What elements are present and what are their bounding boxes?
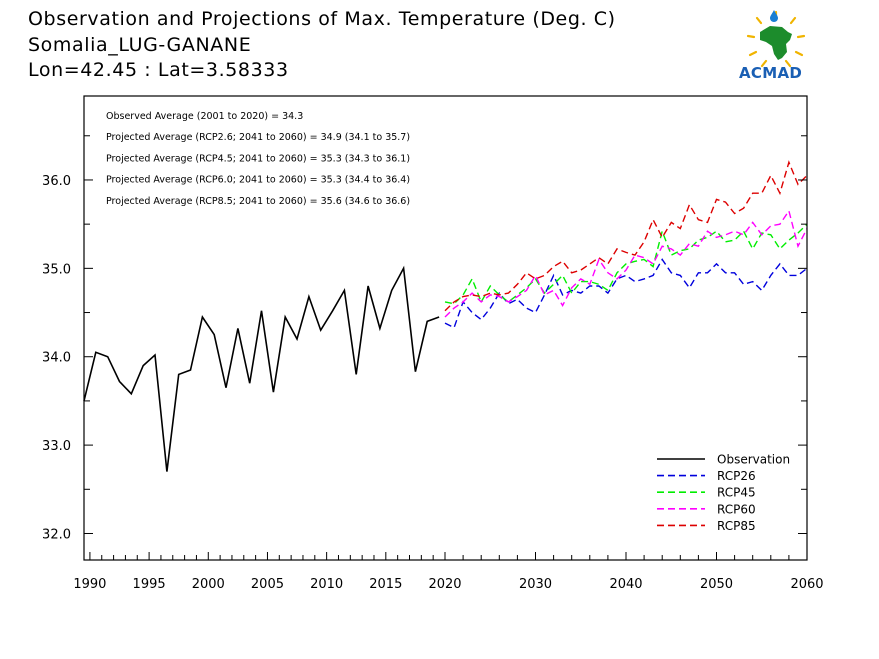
- chart-axes: 32.0 33.0 34.0 35.0 36.0 1990 1995 2000 2005 2010…: [42, 95, 824, 592]
- chart-title: Observation and Projections of Max. Temp…: [28, 8, 616, 30]
- legend-label: RCP85: [717, 519, 756, 533]
- y-tick-label: 34.0: [42, 351, 71, 366]
- x-tick-label: 2040: [609, 577, 642, 592]
- x-tick-label: 2015: [369, 577, 402, 592]
- station-name: Somalia_LUG-GANANE: [28, 34, 252, 56]
- annotation-text: Projected Average (RCP8.5; 2041 to 2060)…: [106, 196, 410, 207]
- chart-legend: Observation RCP26 RCP45 RCP60 RCP85: [657, 453, 790, 533]
- y-tick-label: 33.0: [42, 439, 71, 454]
- legend-label: RCP60: [717, 502, 756, 516]
- x-tick-label: 1995: [133, 577, 166, 592]
- x-tick-label: 2050: [700, 577, 733, 592]
- annotation-text: Projected Average (RCP6.0; 2041 to 2060)…: [106, 175, 410, 186]
- annotation-text: Observed Average (2001 to 2020) = 34.3: [106, 111, 303, 122]
- x-tick-label: 2005: [251, 577, 284, 592]
- x-tick-label: 2000: [192, 577, 225, 592]
- legend-label: RCP26: [717, 469, 756, 483]
- series-line-observation: [83, 265, 440, 472]
- series-line-rcp85: [444, 160, 808, 312]
- annotation-text: Projected Average (RCP4.5; 2041 to 2060)…: [106, 153, 410, 164]
- acmad-logo: ACMAD: [736, 8, 816, 84]
- logo-text: ACMAD: [739, 64, 803, 82]
- legend-label: Observation: [717, 453, 790, 467]
- plot-frame: [83, 95, 808, 561]
- x-tick-label: 2030: [519, 577, 552, 592]
- annotation-text: Projected Average (RCP2.6; 2041 to 2060)…: [106, 132, 410, 143]
- africa-map-icon: [746, 10, 806, 68]
- x-tick-label: 2060: [790, 577, 823, 592]
- chart-marks: [83, 160, 808, 472]
- x-tick-label: 1990: [73, 577, 106, 592]
- series-line-rcp45: [444, 223, 808, 305]
- coordinates: Lon=42.45 : Lat=3.58333: [28, 59, 289, 81]
- y-tick-label: 32.0: [42, 527, 71, 542]
- series-line-rcp60: [444, 209, 808, 318]
- y-tick-label: 36.0: [42, 174, 71, 189]
- annotations: Observed Average (2001 to 2020) = 34.3 Pr…: [106, 111, 410, 207]
- x-tick-label: 2010: [310, 577, 343, 592]
- x-tick-label: 2020: [428, 577, 461, 592]
- legend-label: RCP45: [717, 486, 756, 500]
- y-tick-label: 35.0: [42, 262, 71, 277]
